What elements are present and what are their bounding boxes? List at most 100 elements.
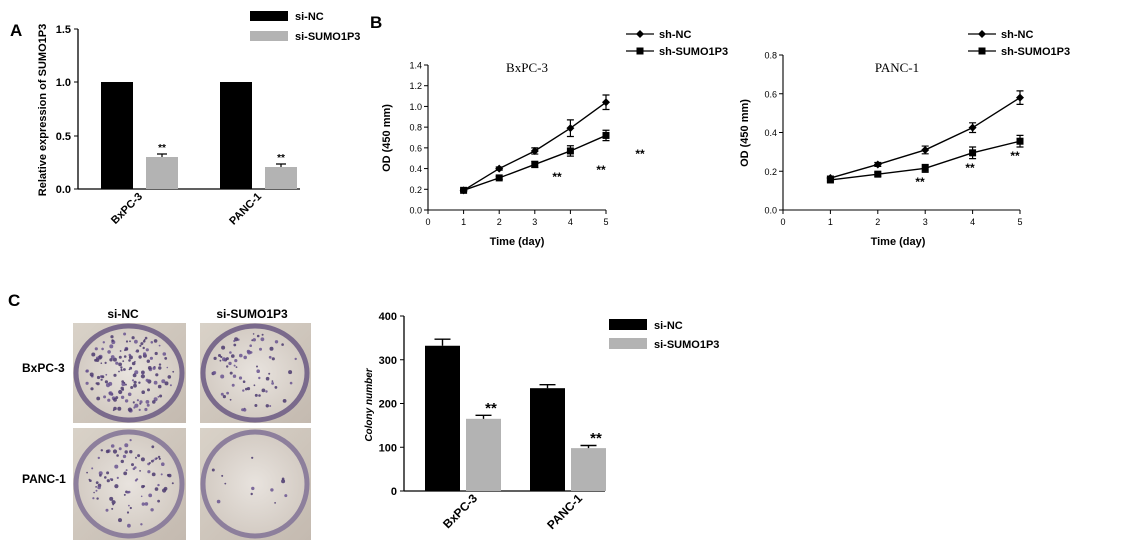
panel-b-bxpc3-chart: 0.0 0.2 0.4 0.6 0.8 1.0 1.2 1.4 0 1 2 3 4 5 BxPC-3 O…: [381, 29, 728, 248]
colony-dot: [106, 471, 110, 475]
panel-label-b: B: [370, 13, 382, 32]
panel-a-chart: 0.0 0.5 1.0 1.5 Relative expression of S…: [37, 11, 360, 228]
colony-dot: [167, 375, 172, 379]
panel-b-panc1-significance-day5: **: [1010, 149, 1020, 163]
colony-dot: [109, 344, 114, 349]
colony-dot: [254, 393, 258, 397]
panel-c-y-tick-label: 0: [391, 486, 397, 498]
colony-dot: [85, 369, 89, 373]
panel-a-legend-si-sumo1p3: si-SUMO1P3: [295, 31, 360, 43]
colony-dot: [97, 355, 102, 360]
colony-dot: [120, 369, 123, 372]
b1-y-tick-label: 0.8: [409, 123, 422, 133]
b1-x-tick-label: 1: [461, 217, 466, 227]
colony-dot: [85, 381, 89, 385]
colony-dot: [111, 500, 116, 505]
panel-c-bar-si-sumo1p3-panc-1: [571, 448, 606, 491]
panel-c-bar-si-nc-panc-1: [530, 388, 565, 491]
colony-dot: [162, 488, 167, 493]
panel-b-bxpc3-significance-day3: **: [552, 170, 562, 184]
colony-dish-panc1-si-sumo1p3: [200, 428, 311, 540]
colony-dot: [126, 491, 130, 494]
colony-dot: [111, 507, 114, 510]
colony-dot: [102, 341, 106, 344]
colony-dot: [211, 468, 215, 472]
photo-row-label-bxpc3: BxPC-3: [22, 361, 65, 375]
colony-dot: [252, 338, 256, 342]
panel-c-y-axis-label: Colony number: [364, 367, 375, 441]
photo-row-label-panc1: PANC-1: [22, 472, 66, 486]
colony-dot: [152, 366, 156, 370]
colony-dot: [121, 388, 125, 391]
colony-dot: [151, 472, 156, 477]
colony-photo-grid: si-NC si-SUMO1P3 BxPC-3 PANC-1: [22, 307, 311, 540]
panel-label-a: A: [10, 21, 22, 40]
b2-x-tick-label: 4: [970, 217, 975, 227]
colony-dot: [269, 346, 274, 351]
colony-dot: [104, 361, 107, 364]
photo-col-label-si-nc: si-NC: [107, 307, 139, 321]
b1-y-tick-label: 1.4: [409, 61, 422, 71]
colony-dot: [256, 334, 260, 338]
colony-dot: [146, 359, 150, 363]
colony-dot: [268, 372, 271, 375]
colony-dot: [157, 455, 161, 459]
colony-dot: [145, 378, 149, 382]
b1-y-tick-label: 0.2: [409, 185, 422, 195]
colony-dot: [153, 397, 158, 402]
colony-dish-bxpc3-si-sumo1p3: [200, 323, 311, 423]
colony-dot: [166, 473, 170, 477]
colony-dot: [274, 386, 278, 389]
colony-dot: [162, 352, 167, 356]
panel-a-bar-si-nc-panc1: [220, 82, 252, 189]
colony-dot: [235, 366, 238, 368]
colony-dot: [269, 405, 272, 407]
colony-dot: [146, 403, 150, 407]
colony-dot: [157, 483, 160, 487]
colony-dot: [140, 374, 145, 379]
panel-b-panc1-title: PANC-1: [875, 60, 919, 75]
panel-c-significance-panc1: **: [590, 430, 602, 447]
colony-dot: [103, 395, 107, 399]
colony-dot: [116, 476, 119, 479]
colony-dot: [289, 381, 293, 385]
colony-dot: [145, 348, 149, 352]
colony-dot: [216, 499, 221, 504]
b2-x-tick-label: 1: [828, 217, 833, 227]
colony-dot: [98, 471, 103, 476]
colony-dot: [137, 454, 141, 458]
panel-b-panc1-x-axis-label: Time (day): [871, 236, 926, 248]
colony-dot: [123, 493, 126, 496]
colony-dot: [158, 457, 161, 460]
b2-point-sh-sumo1p3-day2: [874, 170, 882, 178]
colony-dot: [124, 399, 129, 403]
b1-point-sh-sumo1p3-day5: [602, 131, 610, 139]
colony-dot: [125, 347, 128, 351]
b1-point-sh-sumo1p3-day2: [495, 174, 503, 182]
colony-dot: [166, 366, 169, 369]
colony-dot: [109, 358, 113, 362]
colony-dot: [222, 357, 226, 362]
colony-dot: [253, 384, 256, 387]
colony-dot: [265, 376, 270, 381]
colony-dot: [154, 487, 159, 491]
b2-x-tick-label: 0: [780, 217, 785, 227]
colony-dot: [145, 400, 150, 404]
colony-dot: [126, 523, 131, 528]
colony-dot: [229, 398, 232, 401]
colony-dot: [140, 523, 143, 526]
colony-dot: [246, 387, 251, 391]
colony-dot: [94, 347, 98, 351]
b2-x-tick-label: 3: [923, 217, 928, 227]
colony-dot: [243, 408, 247, 412]
panel-label-c: C: [8, 291, 20, 310]
colony-dot: [129, 439, 132, 442]
panel-b-panc1-legend-marker-sh-nc: [978, 30, 986, 38]
colony-dot: [128, 355, 133, 360]
panel-a-y-axis-label: Relative expression of SUMO1P3: [37, 24, 49, 196]
panel-a-x-tick-bxpc3: BxPC-3: [109, 191, 145, 227]
panel-b-panc1-significance-day3: **: [915, 175, 925, 189]
colony-dot: [226, 391, 230, 395]
colony-dot: [281, 479, 286, 484]
colony-dot: [133, 383, 137, 388]
